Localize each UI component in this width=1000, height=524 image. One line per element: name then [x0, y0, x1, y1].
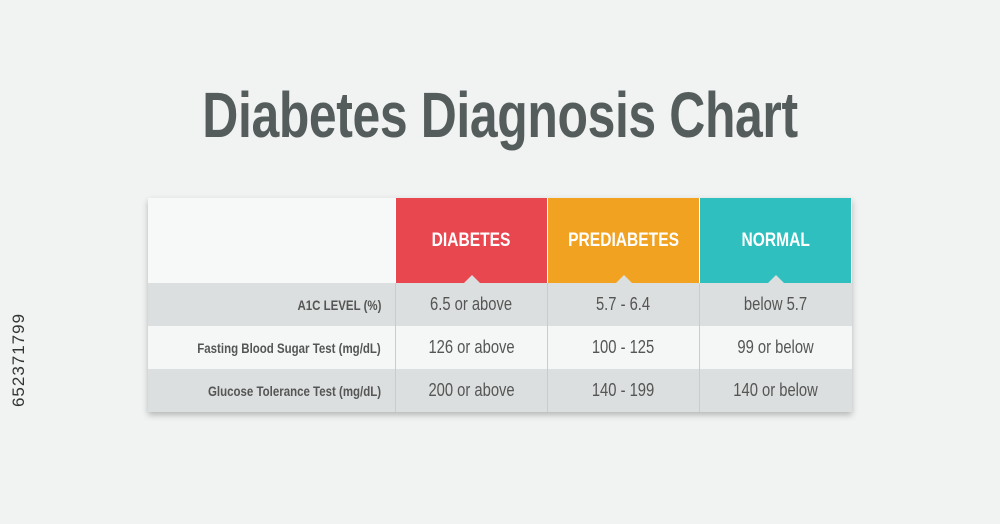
table-row: A1C LEVEL (%) 6.5 or above 5.7 - 6.4 below … [148, 283, 852, 326]
column-header-text: NORMAL [741, 229, 810, 251]
cell-text: 140 - 199 [592, 380, 655, 400]
value-cell: 140 or below [700, 369, 852, 412]
value-cell: 99 or below [700, 326, 852, 369]
cell-text: 100 - 125 [592, 337, 655, 357]
cell-text: 5.7 - 6.4 [596, 294, 651, 314]
cell-text: 99 or below [737, 337, 815, 357]
cell-text: Fasting Blood Sugar Test (mg/dL) [197, 339, 381, 356]
value-cell: 6.5 or above [396, 283, 548, 326]
table: DIABETES PREDIABETES NORMAL A1C LEVEL (%… [148, 198, 852, 412]
cell-text: A1C LEVEL (%) [297, 296, 381, 313]
column-header: PREDIABETES [548, 198, 700, 283]
row-label: Fasting Blood Sugar Test (mg/dL) [148, 326, 396, 369]
table-row: Glucose Tolerance Test (mg/dL) 200 or abo… [148, 369, 852, 412]
blank-cell [148, 198, 396, 283]
title: Diabetes Diagnosis Chart [202, 79, 798, 151]
value-cell: 126 or above [396, 326, 548, 369]
cell-text: Glucose Tolerance Test (mg/dL) [207, 382, 381, 399]
cell-text: 200 or above [428, 380, 515, 400]
value-cell: below 5.7 [700, 283, 852, 326]
column-header-text: PREDIABETES [568, 229, 679, 251]
column-header: NORMAL [700, 198, 852, 283]
column-header-text: DIABETES [432, 229, 511, 251]
cell-text: below 5.7 [744, 294, 808, 314]
cell-text: 126 or above [428, 337, 515, 357]
header-row: DIABETES PREDIABETES NORMAL [148, 198, 852, 283]
cell-text: 140 or below [733, 380, 819, 400]
value-cell: 100 - 125 [548, 326, 700, 369]
row-label: Glucose Tolerance Test (mg/dL) [148, 369, 396, 412]
cell-text: 6.5 or above [430, 294, 513, 314]
table-body: A1C LEVEL (%) 6.5 or above 5.7 - 6.4 below … [148, 283, 852, 412]
row-label: A1C LEVEL (%) [148, 283, 396, 326]
side-text: 652371799 [9, 312, 29, 408]
column-header: DIABETES [396, 198, 548, 283]
value-cell: 140 - 199 [548, 369, 700, 412]
value-cell: 200 or above [396, 369, 548, 412]
table-row: Fasting Blood Sugar Test (mg/dL) 126 or a… [148, 326, 852, 369]
value-cell: 5.7 - 6.4 [548, 283, 700, 326]
